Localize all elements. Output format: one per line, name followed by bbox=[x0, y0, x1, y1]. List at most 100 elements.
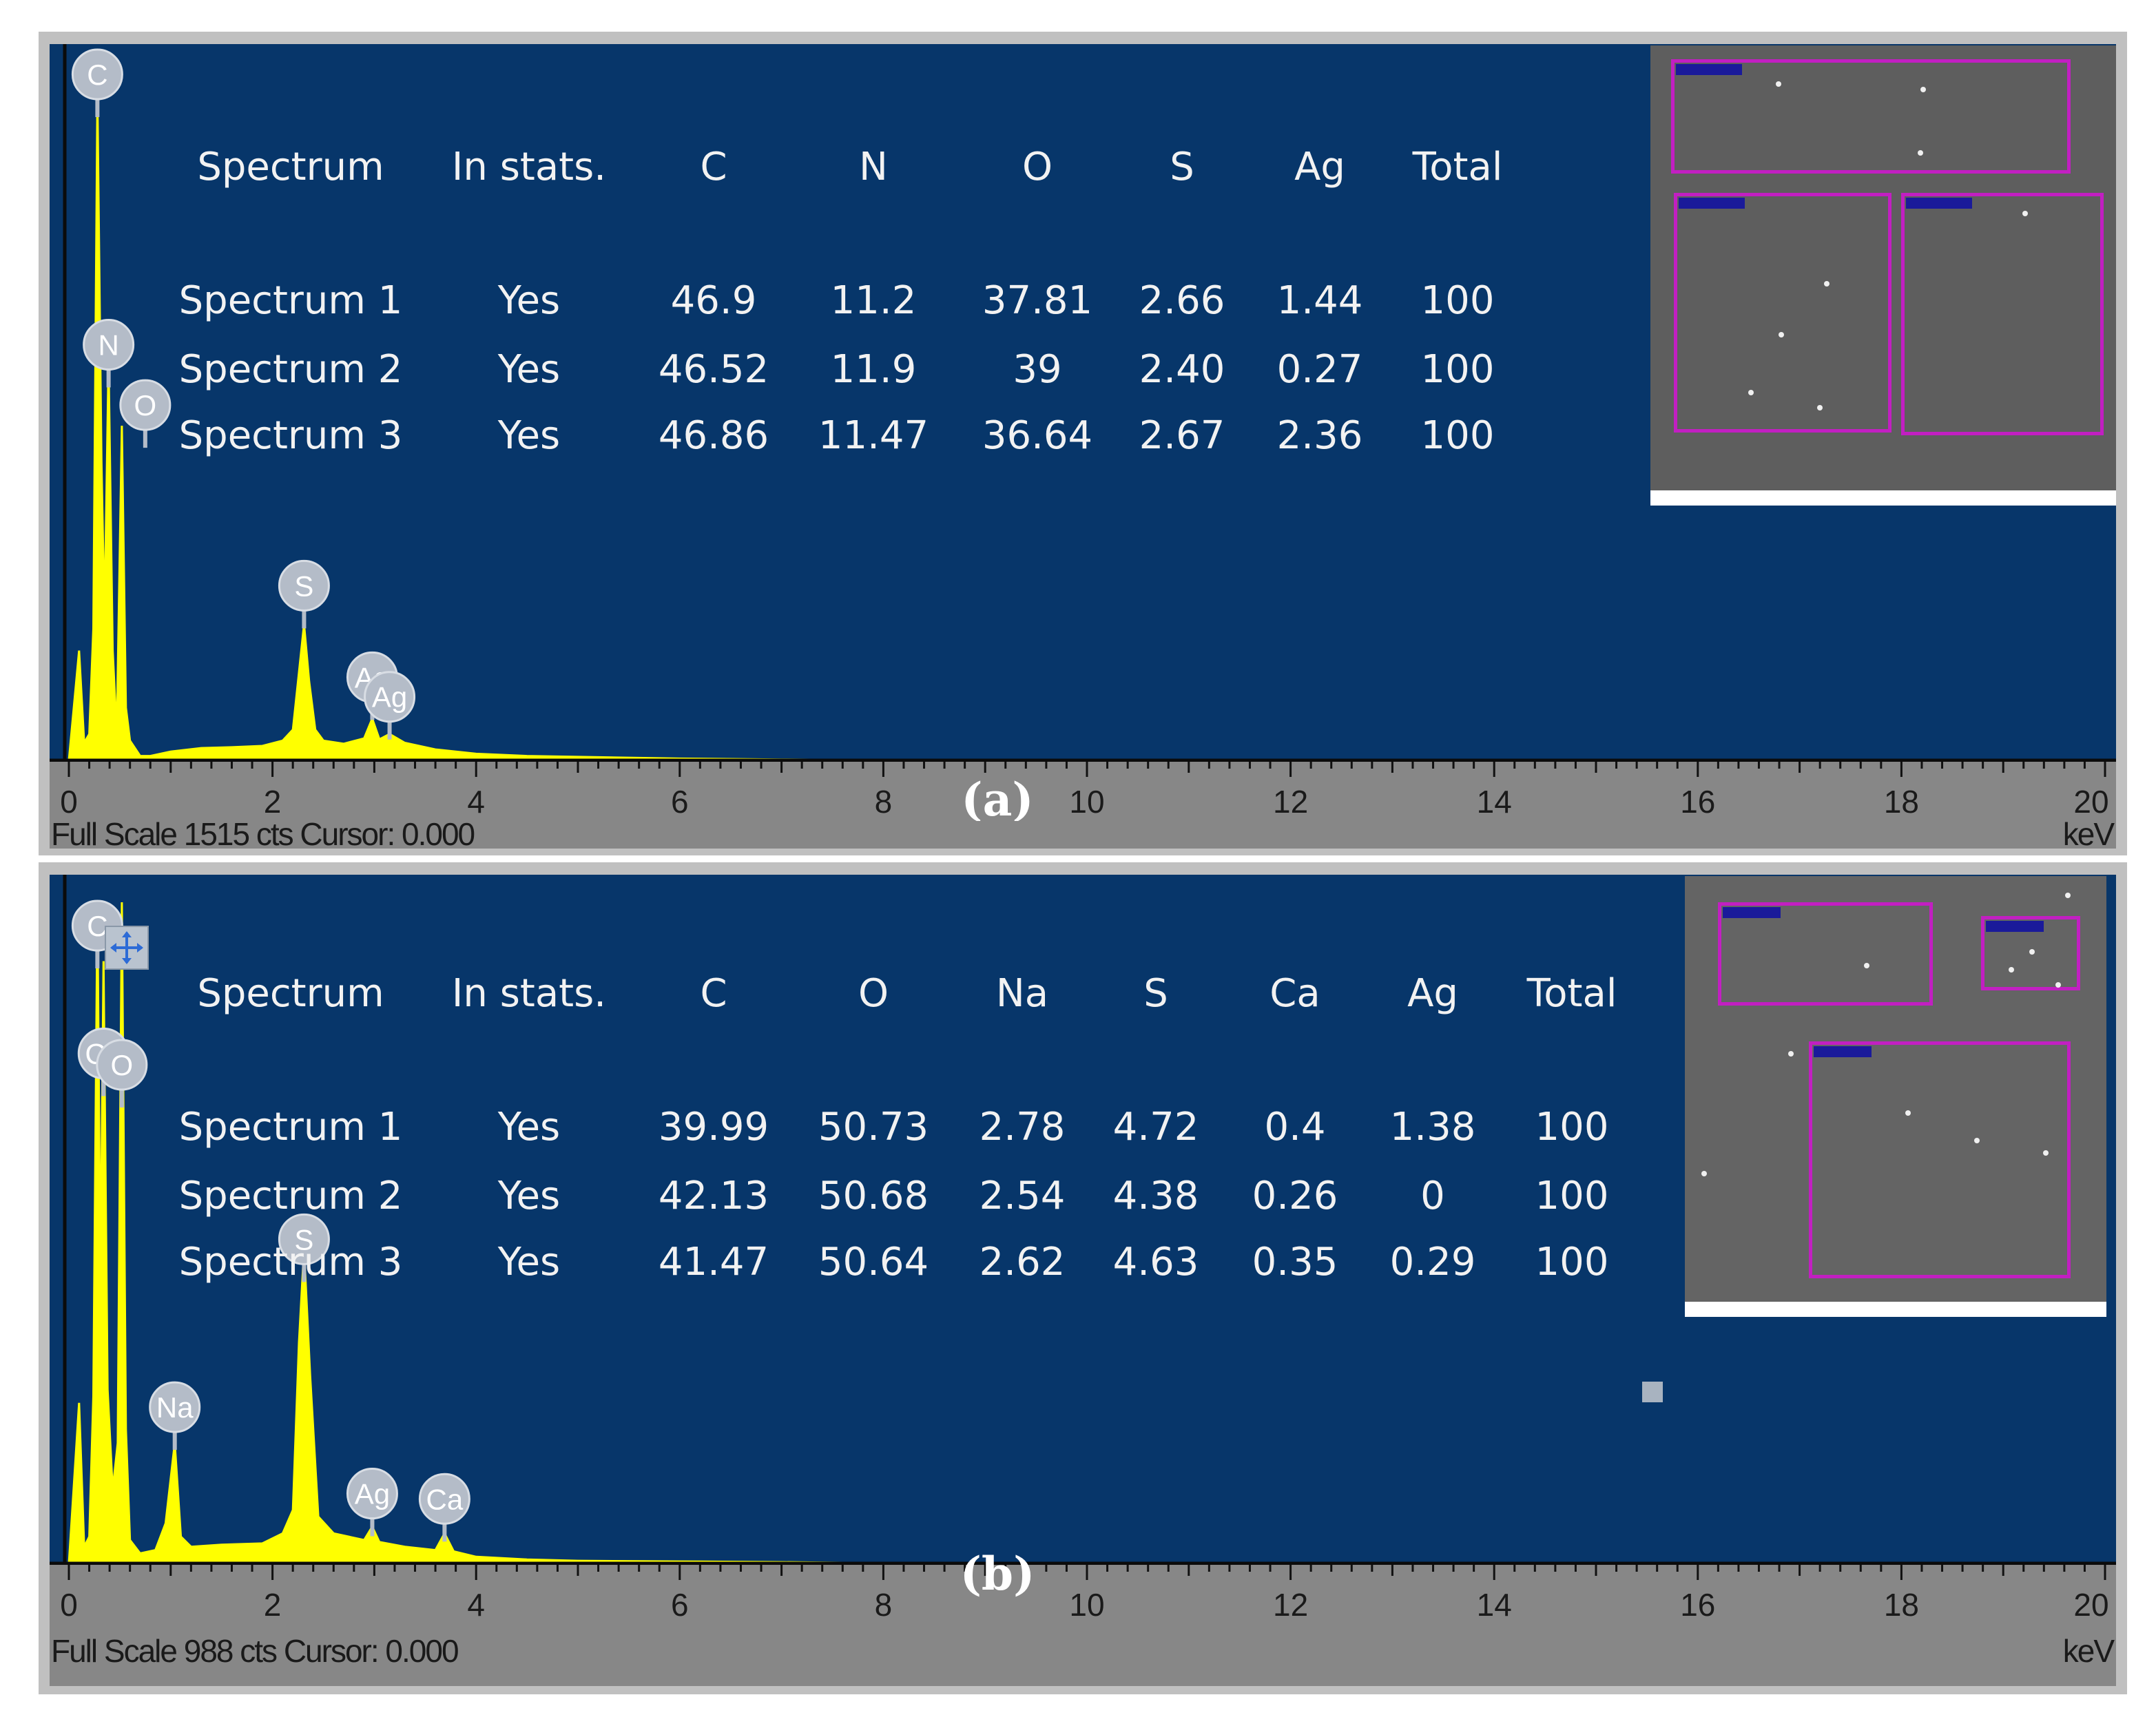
peak-marker-ag[interactable]: Ag bbox=[346, 1468, 398, 1537]
peak-label: S bbox=[294, 570, 313, 602]
peak-label: S bbox=[294, 1223, 313, 1256]
peak-label: O bbox=[134, 389, 157, 422]
table-row-label: Spectrum 2 bbox=[178, 1174, 403, 1218]
roi-box-spectrum-3[interactable] bbox=[1809, 1041, 2071, 1278]
composition-table: Spectrum In stats. C O Na S Ca Ag Total Spectrum … bbox=[50, 875, 1703, 1357]
move-icon[interactable] bbox=[105, 926, 149, 970]
table-cell: 50.73 bbox=[818, 1105, 929, 1150]
x-tick-label: 10 bbox=[1069, 1587, 1104, 1623]
x-tick-label: 2 bbox=[264, 1587, 282, 1623]
table-cell: 100 bbox=[1535, 1105, 1609, 1150]
x-tick-label: 6 bbox=[671, 784, 689, 820]
table-row-label: Spectrum 1 bbox=[178, 278, 403, 323]
eds-panel-b: C Ca O Na S Ag Ca Spectrum In stats. C O Na S Ca Ag To… bbox=[39, 862, 2127, 1694]
table-cell: Yes bbox=[497, 413, 561, 458]
table-header-cell: Spectrum bbox=[197, 971, 384, 1016]
x-tick-label: 20 bbox=[2073, 784, 2108, 820]
peak-label: C bbox=[87, 59, 107, 91]
table-cell: Yes bbox=[497, 1240, 561, 1285]
table-cell: 100 bbox=[1535, 1240, 1609, 1285]
peak-label: N bbox=[98, 329, 118, 361]
peak-marker-c[interactable]: C bbox=[71, 48, 123, 117]
x-tick-label: 4 bbox=[467, 1587, 485, 1623]
table-cell: Yes bbox=[497, 278, 561, 323]
table-cell: 2.62 bbox=[979, 1240, 1066, 1285]
table-cell: 100 bbox=[1420, 347, 1495, 392]
table-cell: 2.67 bbox=[1139, 413, 1225, 458]
table-header-cell: N bbox=[859, 145, 888, 189]
x-tick-label: 0 bbox=[60, 784, 78, 820]
x-tick-label: 12 bbox=[1273, 784, 1308, 820]
table-cell: 0.29 bbox=[1389, 1240, 1476, 1285]
peak-label: C bbox=[87, 910, 107, 942]
square-icon[interactable] bbox=[1642, 1382, 1663, 1402]
peak-marker-ag[interactable]: Ag bbox=[364, 671, 416, 740]
status-bar: Full Scale 1515 cts Cursor: 0.000 keV bbox=[50, 816, 2116, 852]
spectrum-trace bbox=[68, 94, 2105, 762]
table-row-label: Spectrum 3 bbox=[178, 1240, 403, 1285]
sem-scale-bar bbox=[1650, 490, 2116, 506]
roi-box-spectrum-2[interactable] bbox=[1981, 916, 2080, 990]
table-cell: 4.72 bbox=[1112, 1105, 1199, 1150]
peak-label: Ag bbox=[372, 681, 407, 714]
table-cell: 2.78 bbox=[979, 1105, 1066, 1150]
table-cell: 11.9 bbox=[830, 347, 917, 392]
x-tick-label: 10 bbox=[1069, 784, 1104, 820]
table-header-cell: Total bbox=[1412, 145, 1503, 189]
table-header-cell: O bbox=[1022, 145, 1053, 189]
table-cell: 42.13 bbox=[658, 1174, 769, 1218]
x-tick-label: 8 bbox=[875, 1587, 893, 1623]
x-tick-label: 14 bbox=[1477, 784, 1512, 820]
roi-box-spectrum-1[interactable] bbox=[1671, 59, 2071, 174]
x-tick-label: 18 bbox=[1884, 1587, 1919, 1623]
peak-marker-ca[interactable]: Ca bbox=[418, 1473, 470, 1542]
table-cell: 100 bbox=[1420, 278, 1495, 323]
table-cell: 0 bbox=[1420, 1174, 1445, 1218]
spectrum-trace bbox=[68, 902, 2105, 1565]
table-cell: 46.86 bbox=[658, 413, 769, 458]
table-header-cell: In stats. bbox=[451, 971, 607, 1016]
panel-label-a: (a) bbox=[961, 773, 1034, 826]
x-tick-label: 18 bbox=[1884, 784, 1919, 820]
composition-table: Spectrum In stats. C N O S Ag Total Spectrum 1 Ye… bbox=[50, 44, 1703, 526]
peak-marker-n[interactable]: N bbox=[83, 318, 135, 388]
table-cell: 4.38 bbox=[1112, 1174, 1199, 1218]
peak-marker-s[interactable]: S bbox=[278, 559, 330, 629]
table-cell: 39.99 bbox=[658, 1105, 769, 1150]
x-tick-label: 12 bbox=[1273, 1587, 1308, 1623]
roi-box-spectrum-3[interactable] bbox=[1901, 193, 2104, 435]
peak-label: Ag bbox=[355, 1478, 390, 1510]
table-cell: 0.4 bbox=[1264, 1105, 1326, 1150]
x-tick-label: 16 bbox=[1680, 784, 1715, 820]
energy-axis-ticks: 0 2 4 6 8 10 12 14 16 18 20 bbox=[60, 762, 2109, 820]
table-header-cell: S bbox=[1143, 971, 1168, 1016]
x-tick-label: 0 bbox=[60, 1587, 78, 1623]
unit-label: keV bbox=[2062, 816, 2115, 852]
table-cell: 36.64 bbox=[982, 413, 1093, 458]
roi-box-spectrum-2[interactable] bbox=[1674, 193, 1891, 433]
x-tick-label: 4 bbox=[467, 784, 485, 820]
roi-box-spectrum-1[interactable] bbox=[1718, 902, 1933, 1006]
table-header-cell: Spectrum bbox=[197, 145, 384, 189]
spectrum-plot-area[interactable]: C Ca O Na S Ag Ca Spectrum In stats. C O Na S Ca Ag To… bbox=[50, 875, 2116, 1565]
sem-image-thumbnail[interactable] bbox=[1685, 876, 2106, 1317]
peak-marker-o[interactable]: O bbox=[96, 1039, 148, 1108]
status-text: Full Scale 988 cts Cursor: 0.000 bbox=[51, 1633, 459, 1669]
table-cell: 0.26 bbox=[1252, 1174, 1338, 1218]
table-header-cell: S bbox=[1170, 145, 1194, 189]
status-text: Full Scale 1515 cts Cursor: 0.000 bbox=[51, 816, 475, 852]
table-header-cell: C bbox=[700, 145, 727, 189]
sem-scale-bar bbox=[1685, 1302, 2106, 1317]
x-tick-label: 2 bbox=[264, 784, 282, 820]
peak-marker-o[interactable]: O bbox=[119, 379, 172, 448]
peak-marker-s[interactable]: S bbox=[278, 1213, 330, 1282]
table-header-cell: C bbox=[700, 971, 727, 1016]
unit-label: keV bbox=[2062, 1633, 2115, 1669]
peak-marker-na[interactable]: Na bbox=[149, 1381, 201, 1451]
status-bar: Full Scale 988 cts Cursor: 0.000 keV bbox=[50, 1631, 2116, 1686]
sem-image-thumbnail[interactable] bbox=[1650, 45, 2116, 506]
table-row-label: Spectrum 1 bbox=[178, 1105, 403, 1150]
x-tick-label: 14 bbox=[1477, 1587, 1512, 1623]
